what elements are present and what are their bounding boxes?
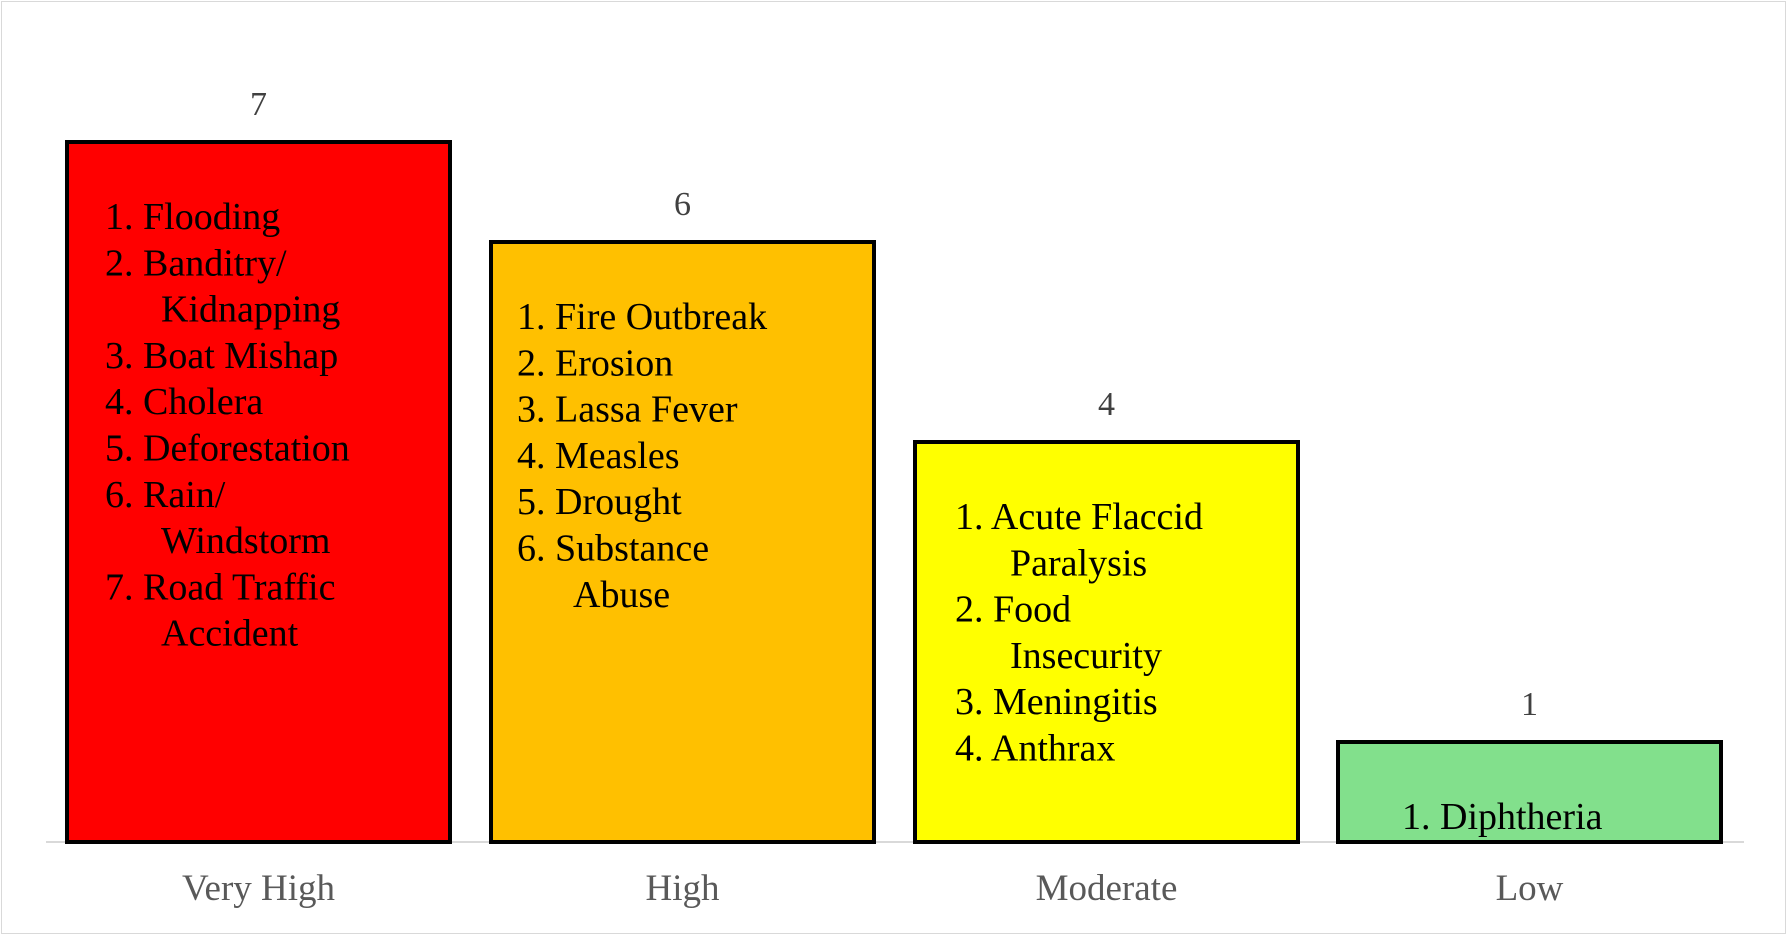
bar-item-label: 2. Banditry/ bbox=[105, 242, 287, 284]
bar-item-label: 3. Lassa Fever bbox=[517, 389, 738, 431]
category-label: Moderate bbox=[1036, 868, 1178, 909]
bar-item-label: 3. Boat Mishap bbox=[105, 335, 338, 377]
bar-item-label: 7. Road Traffic bbox=[105, 566, 335, 608]
bar-group-4: 1 Low 1. Diphtheria bbox=[1336, 686, 1723, 909]
bar-item-label: 6. Substance bbox=[517, 528, 709, 570]
bar-item-label: 2. Food bbox=[955, 589, 1071, 631]
bar-item-label: 4. Anthrax bbox=[955, 728, 1115, 770]
bar bbox=[65, 140, 452, 844]
bar-item-label: 4. Measles bbox=[517, 435, 680, 477]
bar-item-label: 5. Drought bbox=[517, 481, 682, 523]
category-label: High bbox=[646, 868, 721, 909]
bar bbox=[913, 440, 1300, 844]
value-label: 4 bbox=[1098, 386, 1115, 423]
bar-item-label: Abuse bbox=[573, 574, 670, 616]
bar-item-label: 5. Deforestation bbox=[105, 428, 350, 470]
bar-item-label: 2. Erosion bbox=[517, 342, 673, 384]
bar-item-label: 1. Diphtheria bbox=[1402, 796, 1603, 838]
bar-item-label: Accident bbox=[161, 613, 299, 655]
value-label: 1 bbox=[1521, 686, 1538, 723]
bar-item-label: Insecurity bbox=[1010, 635, 1162, 677]
bar-item-label: Paralysis bbox=[1010, 542, 1147, 584]
value-label: 6 bbox=[674, 186, 691, 223]
bar-item-label: 6. Rain/ bbox=[105, 474, 226, 516]
bar-item-label: 1. Flooding bbox=[105, 196, 280, 238]
bar-item-label: 3. Meningitis bbox=[955, 681, 1158, 723]
value-label: 7 bbox=[250, 86, 267, 123]
bar-item-label: Windstorm bbox=[161, 520, 330, 562]
category-label: Low bbox=[1496, 868, 1564, 909]
bar bbox=[489, 240, 876, 844]
bar-item-label: Kidnapping bbox=[161, 289, 340, 331]
bar-item-label: 4. Cholera bbox=[105, 381, 263, 423]
bar bbox=[1336, 740, 1723, 844]
bar-item-label: 1. Acute Flaccid bbox=[955, 496, 1203, 538]
bar-item-label: 1. Fire Outbreak bbox=[517, 296, 767, 338]
category-label: Very High bbox=[182, 868, 336, 909]
